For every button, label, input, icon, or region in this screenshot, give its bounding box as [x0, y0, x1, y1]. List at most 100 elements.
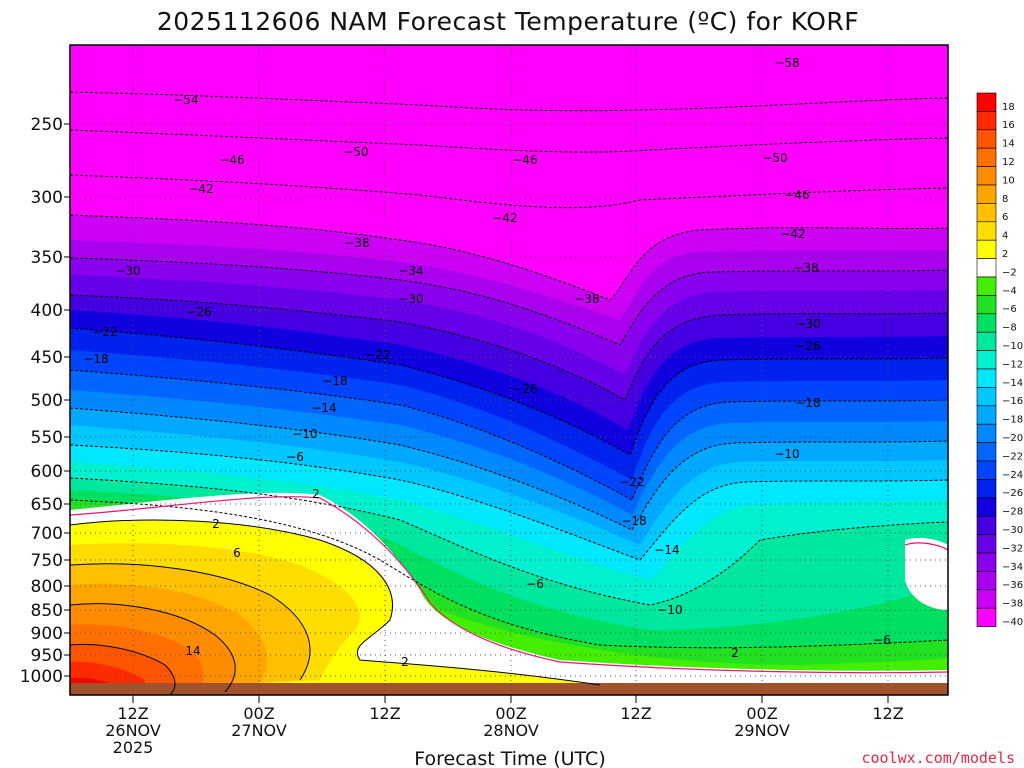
colorbar-swatch	[976, 423, 997, 443]
contour-label: −18	[621, 514, 646, 528]
contour-label: −26	[512, 382, 537, 396]
colorbar-label: 14	[1002, 139, 1015, 150]
contour-label: −22	[619, 475, 644, 489]
y-tick-label: 250	[31, 115, 63, 135]
isotherm-lines	[70, 91, 948, 649]
contour-label: −10	[774, 447, 799, 461]
colorbar-label: −22	[1002, 451, 1023, 462]
y-tick-label: 350	[31, 248, 63, 268]
colorbar-swatch	[976, 331, 997, 351]
colorbar-swatch	[976, 129, 997, 149]
colorbar-swatch	[976, 460, 997, 480]
colorbar-label: 8	[1002, 194, 1008, 205]
credit-link[interactable]: coolwx.com/models	[861, 749, 1015, 767]
y-tick-label: 900	[31, 624, 63, 644]
temperature-fill	[70, 45, 948, 695]
contour-label: −38	[793, 261, 818, 275]
y-tick-label: 450	[31, 348, 63, 368]
contour-label: −6	[526, 577, 544, 591]
contour-label: −54	[173, 93, 198, 107]
colorbar-swatch	[976, 203, 997, 223]
contour-label: −46	[219, 153, 244, 167]
colorbar-label: −36	[1002, 580, 1023, 591]
x-tick-label: 28NOV	[483, 721, 539, 740]
colorbar-swatch	[976, 405, 997, 425]
contour-label: −46	[512, 153, 537, 167]
contour-label: −34	[398, 264, 423, 278]
contour-label: −14	[311, 401, 336, 415]
colorbar-swatch	[976, 92, 997, 112]
contour-label: −10	[292, 427, 317, 441]
colorbar-label: −28	[1002, 507, 1023, 518]
colorbar-label: 10	[1002, 175, 1015, 186]
contour-label: −26	[795, 339, 820, 353]
colorbar-label: 6	[1002, 212, 1008, 223]
contour-label: −38	[344, 236, 369, 250]
contour-label: −6	[286, 450, 304, 464]
x-tick-label: 27NOV	[231, 721, 287, 740]
colorbar-swatch	[976, 534, 997, 554]
x-tick-label: 12Z	[620, 704, 651, 723]
x-tick-label: 00Z	[495, 704, 526, 723]
y-tick-label: 500	[31, 391, 63, 411]
chart-title: 2025112606 NAM Forecast Temperature (ºC)…	[157, 7, 859, 36]
colorbar-label: −2	[1002, 267, 1017, 278]
y-tick-label: 550	[31, 428, 63, 448]
x-tick-label: 26NOV	[105, 721, 161, 740]
colorbar-swatch	[976, 552, 997, 572]
contour-label: −46	[784, 188, 809, 202]
y-tick-label: 600	[31, 462, 63, 482]
contour-label: −22	[365, 348, 390, 362]
contour-label: −22	[92, 325, 117, 339]
y-tick-label: 650	[31, 495, 63, 515]
colorbar-swatch	[976, 442, 997, 462]
colorbar-swatch	[976, 184, 997, 204]
colorbar-label: 18	[1002, 102, 1015, 113]
contour-labels: −58 −54 −50 −50 −46 −46 −46 −42 −42 −42 −38 −38 −38 −…	[83, 56, 891, 669]
colorbar-label: −12	[1002, 359, 1023, 370]
colorbar-label: −8	[1002, 323, 1017, 334]
colorbar-swatch	[976, 295, 997, 315]
plot-area: −58 −54 −50 −50 −46 −46 −46 −42 −42 −42 −38 −38 −38 −…	[70, 45, 948, 695]
colorbar-swatch	[976, 221, 997, 241]
y-tick-label: 750	[31, 551, 63, 571]
grid-lines	[70, 45, 948, 695]
colorbar-label: 16	[1002, 120, 1015, 131]
x-tick-label: 12Z	[117, 704, 148, 723]
colorbar-label: −20	[1002, 433, 1023, 444]
y-axis: 250 300 350 400 450 500 550 600 650 700 750 800 850 9…	[20, 115, 70, 687]
freezing-line	[70, 496, 948, 674]
colorbar-swatch	[976, 111, 997, 131]
colorbar-swatch	[976, 239, 997, 259]
y-tick-label: 800	[31, 577, 63, 597]
x-tick-label: 00Z	[243, 704, 274, 723]
contour-label: −30	[795, 317, 820, 331]
colorbar-swatch	[976, 497, 997, 517]
x-tick-label: 00Z	[746, 704, 777, 723]
contour-label: −42	[492, 211, 517, 225]
colorbar-swatch	[976, 571, 997, 591]
colorbar-label: −6	[1002, 304, 1017, 315]
colorbar-label: −30	[1002, 525, 1023, 536]
y-tick-label: 950	[31, 646, 63, 666]
contour-label: 14	[185, 644, 200, 658]
colorbar-label: −32	[1002, 543, 1023, 554]
colorbar-label: −34	[1002, 562, 1023, 573]
colorbar-swatch	[976, 589, 997, 609]
contour-label: −18	[83, 352, 108, 366]
contour-label: 2	[212, 517, 220, 531]
contour-label: −6	[873, 633, 891, 647]
x-tick-label: 29NOV	[734, 721, 790, 740]
x-tick-label: 12Z	[872, 704, 903, 723]
colorbar-label: −16	[1002, 396, 1023, 407]
colorbar-label: 2	[1002, 249, 1008, 260]
colorbar-swatch	[976, 276, 997, 296]
colorbar-label: −14	[1002, 378, 1023, 389]
y-tick-label: 700	[31, 524, 63, 544]
colorbar-label: 12	[1002, 157, 1015, 168]
contour-label: −30	[115, 264, 140, 278]
contour-label: −14	[654, 543, 679, 557]
colorbar-label: −40	[1002, 617, 1023, 628]
y-tick-label: 300	[31, 188, 63, 208]
